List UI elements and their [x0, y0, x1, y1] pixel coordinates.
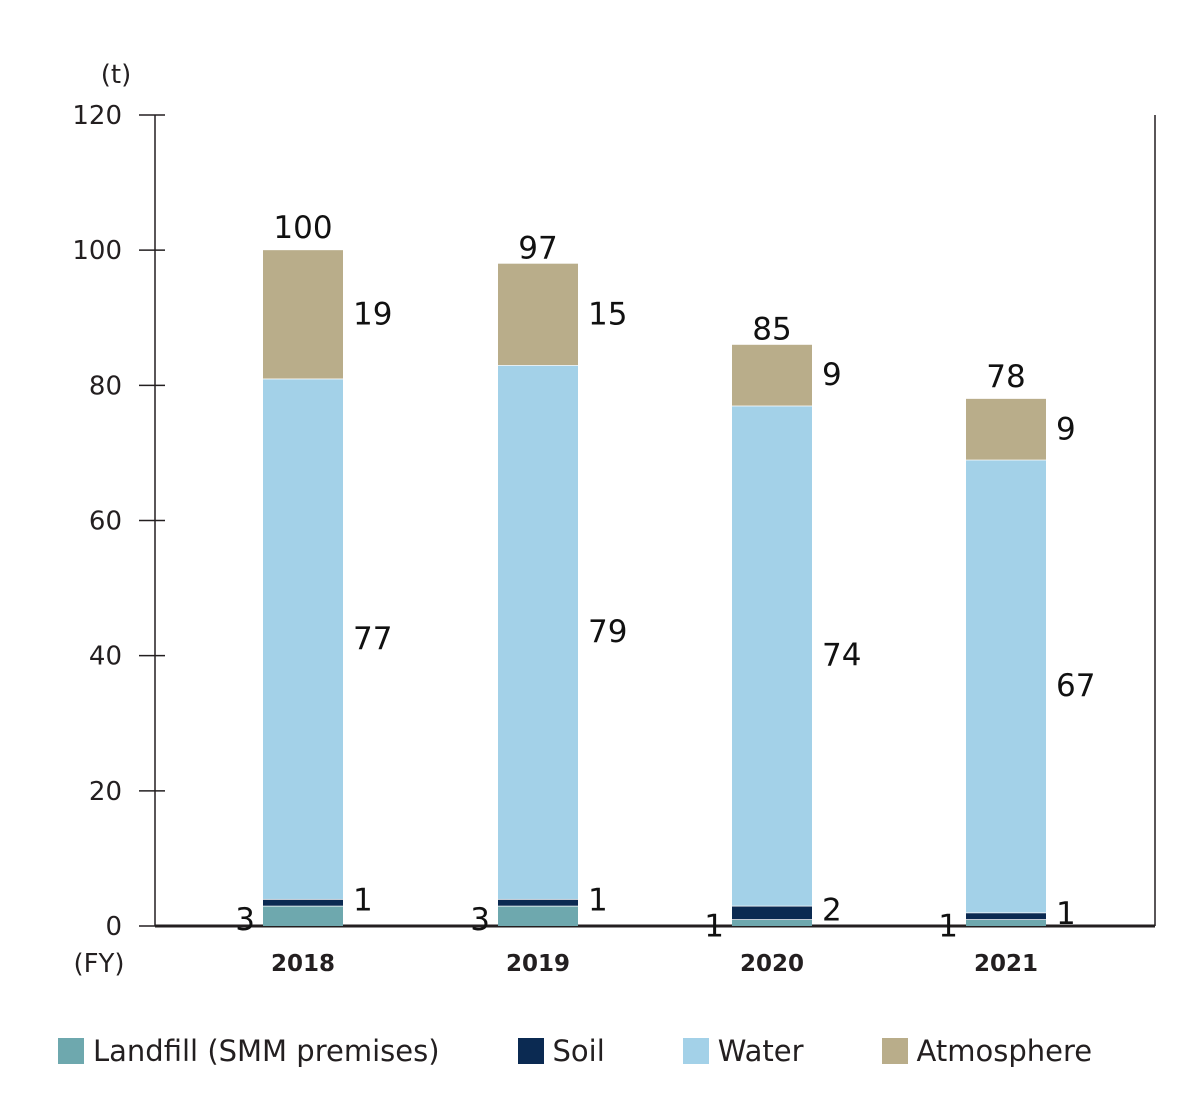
y-tick-label: 60 — [89, 507, 122, 537]
y-unit-label: (t) — [101, 60, 131, 90]
total-value-label: 85 — [752, 312, 791, 348]
bar-segment — [263, 250, 343, 379]
x-category-label: 2021 — [974, 951, 1038, 977]
legend-label: Atmosphere — [916, 1034, 1093, 1068]
water-value-label: 79 — [588, 614, 627, 650]
bar-segment — [263, 898, 343, 906]
bar-segment — [966, 919, 1046, 926]
bar-segment — [732, 405, 812, 906]
landfill-value-label: 1 — [938, 909, 958, 945]
legend-swatch — [682, 1038, 709, 1064]
bar-segment — [498, 365, 578, 899]
atmosphere-value-label: 15 — [588, 296, 627, 332]
x-category-label: 2020 — [740, 951, 804, 977]
bar-segment — [498, 898, 578, 906]
value-labels: 3 1 77 19 100 3 1 79 15 97 1 2 74 9 85 1 1 67 9 78 — [235, 210, 1095, 944]
atmosphere-value-label: 9 — [822, 357, 842, 393]
legend-swatch — [58, 1038, 84, 1064]
soil-value-label: 2 — [822, 892, 842, 928]
legend-swatch — [517, 1038, 544, 1064]
y-tick-label: 100 — [72, 236, 122, 266]
landfill-value-label: 3 — [470, 902, 490, 938]
total-value-label: 100 — [273, 210, 332, 246]
y-tick-label: 120 — [72, 101, 122, 131]
legend: Landfill (SMM premises) Soil Water Atmosphe… — [58, 1034, 1092, 1068]
x-category-label: 2018 — [271, 951, 335, 977]
total-value-label: 78 — [986, 359, 1025, 395]
legend-item: Soil — [517, 1034, 605, 1068]
legend-item: Water — [682, 1034, 804, 1068]
bar-segment — [966, 912, 1046, 920]
legend-item: Landfill (SMM premises) — [58, 1034, 440, 1068]
soil-value-label: 1 — [353, 882, 373, 918]
legend-label: Soil — [552, 1034, 605, 1068]
bar-segment — [732, 905, 812, 920]
y-tick-label: 40 — [89, 642, 122, 672]
soil-value-label: 1 — [1056, 896, 1076, 932]
bars — [263, 250, 1046, 926]
y-tick-label: 0 — [105, 912, 122, 942]
total-value-label: 97 — [518, 230, 557, 266]
legend-item: Atmosphere — [881, 1034, 1093, 1068]
water-value-label: 74 — [822, 638, 861, 674]
atmosphere-value-label: 19 — [353, 296, 392, 332]
bar-segment — [498, 905, 578, 926]
bar-segment — [966, 459, 1046, 913]
bar-segment — [263, 378, 343, 899]
x-unit-label: (FY) — [73, 949, 124, 979]
bar-segment — [263, 905, 343, 926]
bar-segment — [966, 398, 1046, 460]
bar-segment — [732, 344, 812, 406]
y-tick-label: 80 — [89, 371, 122, 401]
bar-chart: 0 20 40 60 80 100 120 (t) (FY) 2018 2019 2020 2021 3… — [72, 60, 1156, 979]
bar-segment — [732, 919, 812, 926]
legend-label: Landfill (SMM premises) — [93, 1034, 440, 1068]
water-value-label: 77 — [353, 621, 392, 657]
legend-swatch — [881, 1038, 908, 1064]
y-tick-label: 20 — [89, 777, 122, 807]
landfill-value-label: 1 — [704, 909, 724, 945]
water-value-label: 67 — [1056, 668, 1095, 704]
legend-label: Water — [717, 1034, 804, 1068]
landfill-value-label: 3 — [235, 902, 255, 938]
x-category-label: 2019 — [506, 951, 570, 977]
soil-value-label: 1 — [588, 882, 608, 918]
atmosphere-value-label: 9 — [1056, 411, 1076, 447]
bar-segment — [498, 263, 578, 366]
